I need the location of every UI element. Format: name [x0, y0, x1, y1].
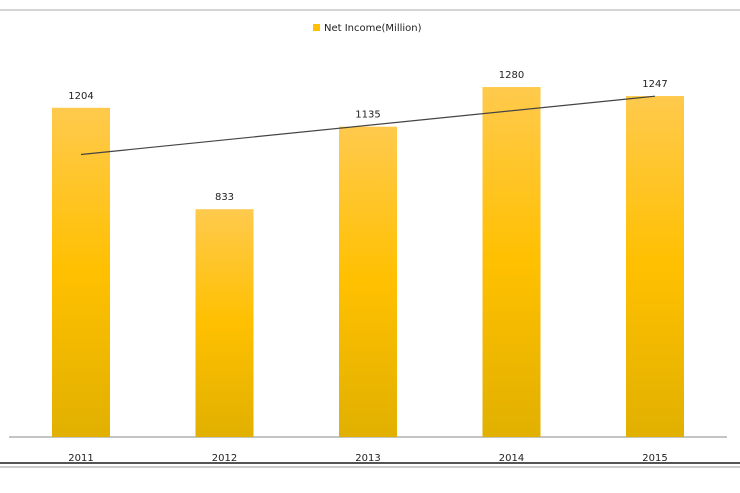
value-label: 1280 — [499, 70, 524, 81]
trend-line — [80, 95, 656, 156]
bar — [52, 107, 110, 437]
x-tick-label: 2014 — [499, 453, 524, 464]
bar — [482, 87, 541, 437]
legend-swatch — [313, 24, 320, 31]
value-label: 1204 — [68, 91, 93, 102]
value-label: 1247 — [642, 79, 667, 90]
x-tick-label: 2015 — [642, 453, 667, 464]
bar — [339, 126, 397, 437]
x-tick-label: 2013 — [355, 453, 380, 464]
legend-label: Net Income(Million) — [324, 23, 422, 34]
bar — [195, 209, 254, 437]
value-label: 833 — [215, 192, 234, 203]
bar — [626, 96, 684, 437]
x-tick-label: 2012 — [212, 453, 237, 464]
x-tick-label: 2011 — [68, 453, 93, 464]
value-label: 1135 — [355, 110, 380, 121]
